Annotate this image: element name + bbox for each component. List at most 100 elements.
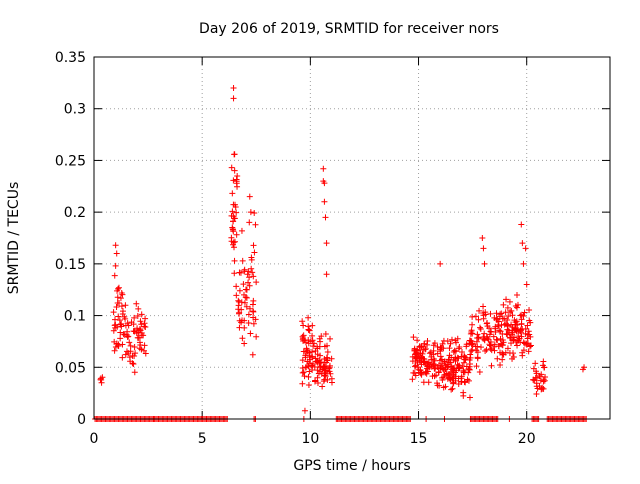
data-point: [437, 346, 444, 353]
data-point: [314, 351, 321, 358]
data-point: [250, 308, 257, 315]
data-point: [501, 321, 508, 328]
data-point: [526, 343, 533, 350]
data-point: [321, 370, 328, 377]
data-point: [463, 343, 470, 350]
data-point: [135, 305, 142, 312]
data-point: [513, 292, 520, 299]
data-point: [310, 343, 317, 350]
data-point: [447, 340, 454, 347]
data-point: [233, 209, 240, 216]
data-point: [239, 335, 246, 342]
data-point: [498, 310, 505, 317]
data-point: [487, 342, 494, 349]
data-point: [229, 208, 236, 215]
data-point: [123, 332, 130, 339]
data-point: [141, 320, 148, 327]
data-point: [136, 327, 143, 334]
data-point: [490, 333, 497, 340]
data-point: [439, 340, 446, 347]
data-point: [517, 326, 524, 333]
y-tick-label: 0.15: [55, 257, 86, 273]
data-point: [120, 331, 127, 338]
data-point: [496, 313, 503, 320]
data-point: [115, 284, 122, 291]
data-point: [504, 304, 511, 311]
data-point: [117, 329, 124, 336]
data-point: [448, 386, 455, 393]
data-point: [438, 356, 445, 363]
data-point: [142, 323, 149, 330]
data-point: [241, 291, 248, 298]
data-point: [320, 363, 327, 370]
data-point: [249, 351, 256, 358]
data-point: [233, 283, 240, 290]
data-point: [130, 360, 137, 367]
data-point: [465, 365, 472, 372]
data-point: [503, 320, 510, 327]
data-point: [322, 331, 329, 338]
data-point: [500, 301, 507, 308]
data-point: [581, 364, 588, 371]
data-point: [455, 345, 462, 352]
data-point: [311, 364, 318, 371]
data-point: [253, 333, 260, 340]
data-point: [245, 279, 252, 286]
data-point: [301, 373, 308, 380]
data-point: [446, 345, 453, 352]
data-point: [499, 356, 506, 363]
data-point: [488, 362, 495, 369]
data-point: [460, 389, 467, 396]
data-point: [503, 330, 510, 337]
data-point: [477, 325, 484, 332]
y-tick-label: 0.3: [64, 102, 86, 118]
data-point: [250, 320, 257, 327]
data-point: [495, 321, 502, 328]
data-point: [444, 375, 451, 382]
data-point: [304, 358, 311, 365]
data-point: [482, 347, 489, 354]
data-point: [468, 338, 475, 345]
data-point: [312, 348, 319, 355]
data-point: [132, 350, 139, 357]
data-point: [127, 348, 134, 355]
data-point: [474, 334, 481, 341]
data-point: [321, 198, 328, 205]
data-point: [300, 369, 307, 376]
data-point: [299, 357, 306, 364]
data-point: [519, 352, 526, 359]
data-point: [477, 344, 484, 351]
data-point: [429, 360, 436, 367]
data-point: [314, 367, 321, 374]
data-point: [430, 347, 437, 354]
data-point: [111, 316, 118, 323]
data-point: [137, 318, 144, 325]
data-point: [416, 350, 423, 357]
data-point: [301, 407, 308, 414]
data-point: [141, 342, 148, 349]
data-point: [540, 376, 547, 383]
data-point: [513, 304, 520, 311]
data-point: [510, 354, 517, 361]
data-point: [474, 349, 481, 356]
data-point: [229, 224, 236, 231]
data-point: [129, 352, 136, 359]
data-point: [238, 227, 245, 234]
data-point: [247, 330, 254, 337]
data-point: [302, 339, 309, 346]
data-point: [300, 348, 307, 355]
data-point: [468, 347, 475, 354]
data-point: [246, 282, 253, 289]
data-point: [236, 309, 243, 316]
data-point: [467, 330, 474, 337]
data-point: [476, 368, 483, 375]
data-point: [414, 337, 421, 344]
data-point: [311, 378, 318, 385]
data-point: [248, 256, 255, 263]
data-point: [426, 350, 433, 357]
data-point: [525, 328, 532, 335]
data-point: [437, 353, 444, 360]
data-point: [437, 260, 444, 267]
data-point: [136, 334, 143, 341]
